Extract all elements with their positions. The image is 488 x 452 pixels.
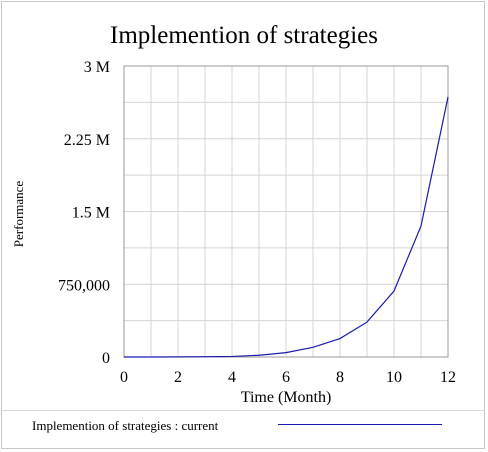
legend-label: Implemention of strategies : current [32,418,219,433]
y-tick-label: 750,000 [58,277,110,294]
y-tick-label: 2.25 M [64,132,110,149]
legend-line-swatch [278,424,442,425]
x-tick-label: 10 [386,369,402,386]
legend [1,410,485,449]
y-tick-labels: 0 750,000 1.5 M 2.25 M 3 M [58,59,110,367]
x-axis-label: Time (Month) [240,389,332,406]
series-layer [124,96,449,358]
y-tick-label: 0 [102,350,110,367]
y-tick-label: 1.5 M [72,205,110,222]
x-tick-label: 2 [174,369,182,386]
x-tick-label: 8 [336,369,344,386]
series-line [124,96,449,358]
chart-title: Implemention of strategies [110,22,378,49]
x-tick-label: 0 [120,369,128,386]
plot-area-border [123,65,449,358]
x-tick-label: 12 [440,369,456,386]
x-tick-label: 6 [282,369,290,386]
y-tick-label: 3 M [84,59,110,76]
x-tick-label: 4 [228,369,236,386]
grid-lines [124,66,448,357]
x-tick-labels: 0 2 4 6 8 10 12 [120,369,456,386]
